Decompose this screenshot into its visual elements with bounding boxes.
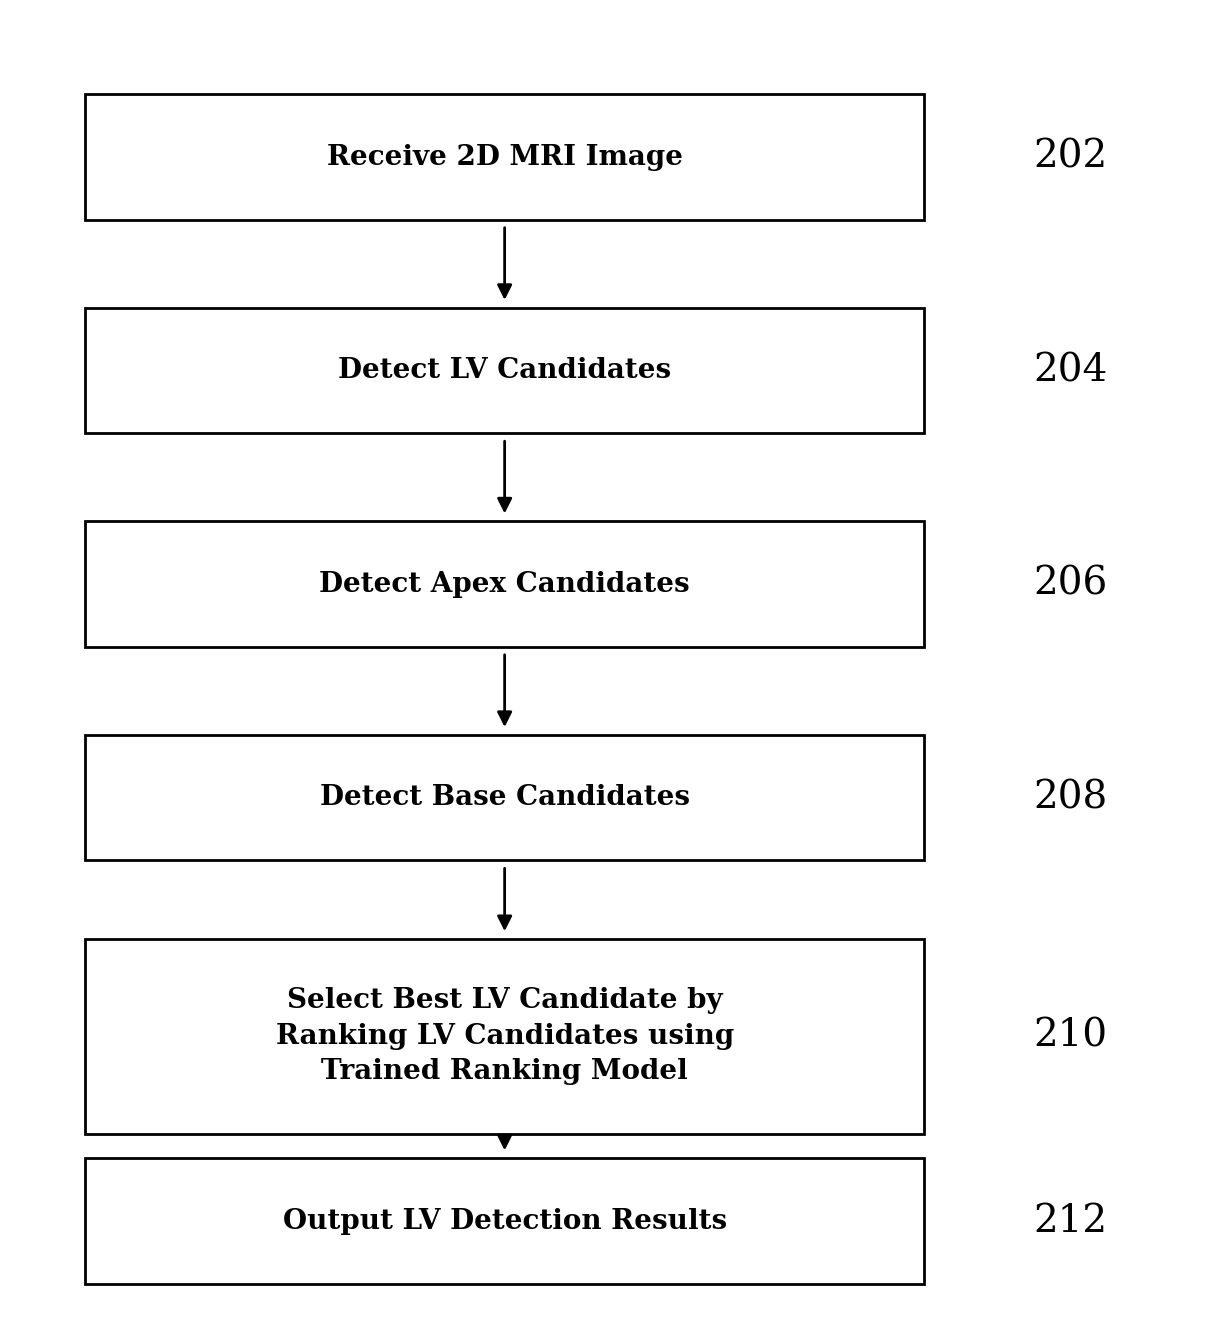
Text: Detect Apex Candidates: Detect Apex Candidates <box>320 571 689 598</box>
Bar <box>85 94 924 220</box>
Text: Detect LV Candidates: Detect LV Candidates <box>338 357 671 384</box>
Text: 208: 208 <box>1034 780 1108 816</box>
Text: Detect Base Candidates: Detect Base Candidates <box>320 785 689 811</box>
Bar <box>85 735 924 860</box>
Bar <box>85 939 924 1134</box>
Text: Select Best LV Candidate by
Ranking LV Candidates using
Trained Ranking Model: Select Best LV Candidate by Ranking LV C… <box>276 988 733 1086</box>
Text: Receive 2D MRI Image: Receive 2D MRI Image <box>327 144 682 170</box>
Bar <box>85 1158 924 1283</box>
Text: Output LV Detection Results: Output LV Detection Results <box>282 1207 727 1235</box>
Text: 206: 206 <box>1034 566 1108 603</box>
Text: 212: 212 <box>1034 1203 1108 1240</box>
Text: 210: 210 <box>1034 1018 1108 1055</box>
Bar <box>85 307 924 434</box>
Text: 204: 204 <box>1034 352 1108 389</box>
Text: 202: 202 <box>1034 138 1108 175</box>
Bar <box>85 521 924 646</box>
